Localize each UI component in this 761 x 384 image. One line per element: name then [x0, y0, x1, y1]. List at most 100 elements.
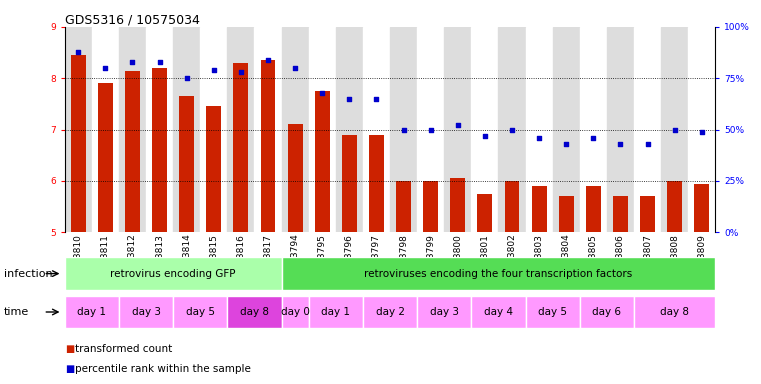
Bar	[282, 257, 715, 290]
Bar	[288, 124, 303, 232]
Bar	[92, 27, 119, 232]
Bar	[282, 27, 309, 232]
Bar	[174, 27, 200, 232]
Text: day 6: day 6	[592, 307, 622, 317]
Bar	[634, 27, 661, 232]
Bar	[396, 181, 411, 232]
Point	[99, 65, 111, 71]
Bar	[451, 179, 465, 232]
Point	[479, 133, 491, 139]
Text: GDS5316 / 10575034: GDS5316 / 10575034	[65, 13, 199, 26]
Bar	[315, 91, 330, 232]
Bar	[526, 27, 552, 232]
Point	[235, 69, 247, 75]
Bar	[98, 83, 113, 232]
Bar	[667, 181, 682, 232]
Text: day 1: day 1	[321, 307, 350, 317]
Bar	[694, 184, 709, 232]
Point	[533, 135, 545, 141]
Point	[126, 59, 139, 65]
Text: retrovirus encoding GFP: retrovirus encoding GFP	[110, 268, 236, 279]
Bar	[559, 196, 574, 232]
Point	[452, 122, 464, 129]
Bar	[471, 27, 498, 232]
Bar	[532, 186, 546, 232]
Bar	[309, 27, 336, 232]
Text: day 2: day 2	[375, 307, 405, 317]
Point	[560, 141, 572, 147]
Text: percentile rank within the sample: percentile rank within the sample	[75, 364, 250, 374]
Bar	[390, 27, 417, 232]
Text: day 1: day 1	[78, 307, 107, 317]
Text: day 3: day 3	[132, 307, 161, 317]
Bar	[254, 27, 282, 232]
Point	[72, 48, 84, 55]
Text: transformed count: transformed count	[75, 344, 172, 354]
Bar	[363, 27, 390, 232]
Text: day 5: day 5	[186, 307, 215, 317]
Bar	[228, 296, 282, 328]
Bar	[369, 135, 384, 232]
Bar	[342, 135, 357, 232]
Point	[180, 75, 193, 81]
Bar	[552, 27, 580, 232]
Bar	[309, 296, 363, 328]
Point	[696, 129, 708, 135]
Bar	[260, 60, 275, 232]
Text: time: time	[4, 307, 29, 317]
Bar	[65, 257, 282, 290]
Text: retroviruses encoding the four transcription factors: retroviruses encoding the four transcrip…	[365, 268, 632, 279]
Point	[425, 126, 437, 132]
Bar	[505, 181, 520, 232]
Bar	[661, 27, 688, 232]
Text: day 8: day 8	[240, 307, 269, 317]
Bar	[282, 296, 309, 328]
Bar	[234, 63, 248, 232]
Bar	[65, 27, 92, 232]
Bar	[119, 296, 174, 328]
Bar	[363, 296, 417, 328]
Text: day 8: day 8	[661, 307, 689, 317]
Text: day 3: day 3	[430, 307, 459, 317]
Bar	[580, 296, 634, 328]
Point	[262, 57, 274, 63]
Bar	[180, 96, 194, 232]
Bar	[607, 27, 634, 232]
Bar	[417, 27, 444, 232]
Bar	[471, 296, 526, 328]
Point	[506, 126, 518, 132]
Text: infection: infection	[4, 268, 53, 279]
Text: day 0: day 0	[281, 307, 310, 317]
Bar	[526, 296, 580, 328]
Bar	[146, 27, 174, 232]
Text: ■: ■	[65, 364, 74, 374]
Bar	[71, 55, 86, 232]
Text: day 5: day 5	[538, 307, 567, 317]
Bar	[498, 27, 526, 232]
Bar	[417, 296, 471, 328]
Bar	[174, 296, 228, 328]
Point	[642, 141, 654, 147]
Point	[154, 59, 166, 65]
Bar	[444, 27, 471, 232]
Point	[614, 141, 626, 147]
Point	[669, 126, 681, 132]
Bar	[586, 186, 600, 232]
Point	[208, 67, 220, 73]
Text: ■: ■	[65, 344, 74, 354]
Bar	[336, 27, 363, 232]
Bar	[477, 194, 492, 232]
Point	[397, 126, 409, 132]
Bar	[206, 106, 221, 232]
Bar	[634, 296, 715, 328]
Point	[371, 96, 383, 102]
Bar	[125, 71, 140, 232]
Bar	[688, 27, 715, 232]
Point	[316, 89, 328, 96]
Bar	[119, 27, 146, 232]
Bar	[613, 196, 628, 232]
Bar	[152, 68, 167, 232]
Bar	[228, 27, 254, 232]
Bar	[200, 27, 228, 232]
Point	[343, 96, 355, 102]
